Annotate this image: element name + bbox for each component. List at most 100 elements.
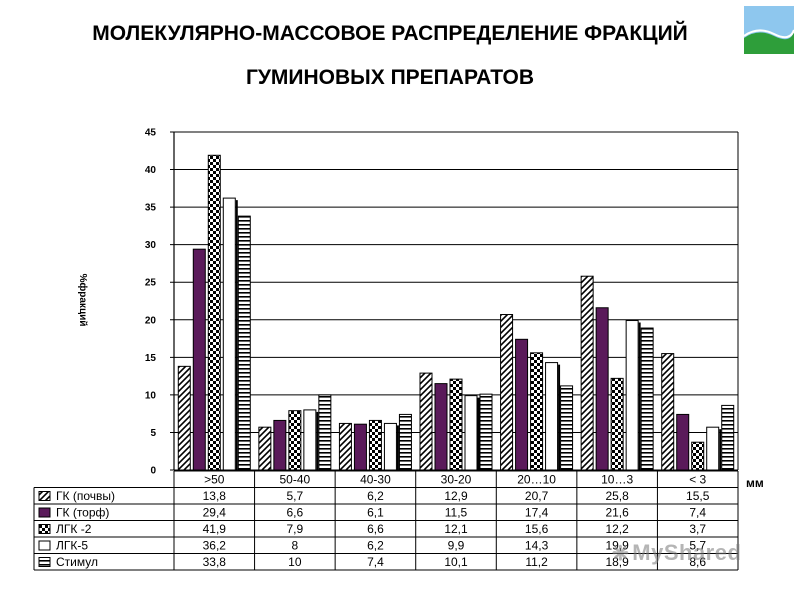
data-label: 5,7 xyxy=(689,539,706,553)
data-label: 6,2 xyxy=(367,539,384,553)
axis-layer: 0 5 10 15 20 25 30 35 40 45 xyxy=(145,128,739,477)
data-label: 7,9 xyxy=(287,522,304,536)
data-label: 7,4 xyxy=(689,506,706,520)
data-label: 8,6 xyxy=(689,555,706,569)
bars-layer xyxy=(177,154,735,471)
y-tick-label: 30 xyxy=(145,240,157,251)
bar xyxy=(398,413,412,471)
bar xyxy=(706,426,720,471)
data-label: 33,8 xyxy=(203,555,227,569)
bar xyxy=(721,404,735,471)
data-label: 36,2 xyxy=(203,539,227,553)
x-tick-label: 50-40 xyxy=(280,473,311,487)
bar xyxy=(368,419,382,471)
bar xyxy=(383,422,397,471)
data-label: 11,5 xyxy=(445,506,468,520)
bar xyxy=(530,352,544,471)
legend-swatch xyxy=(38,507,51,518)
data-label: 8 xyxy=(292,539,299,553)
data-label: 15,6 xyxy=(525,522,549,536)
bar xyxy=(353,423,367,471)
legend-label: Стимул xyxy=(56,555,98,569)
data-label: 12,1 xyxy=(444,522,468,536)
bar xyxy=(640,327,654,471)
data-label: 29,4 xyxy=(203,506,227,520)
y-tick-label: 5 xyxy=(150,428,156,439)
data-label: 14,3 xyxy=(525,539,549,553)
bar xyxy=(515,338,529,471)
data-label: 6,6 xyxy=(287,506,304,520)
legend-swatch xyxy=(38,540,51,551)
bar xyxy=(449,378,463,471)
x-axis-unit: мм xyxy=(746,476,764,490)
bar xyxy=(273,419,287,471)
x-tick-label: 40-30 xyxy=(360,473,391,487)
y-tick-label: 45 xyxy=(145,128,157,139)
legend-label: ГК (торф) xyxy=(56,506,109,520)
data-label: 21,6 xyxy=(605,506,629,520)
data-label: 9,9 xyxy=(448,539,465,553)
data-label: 3,7 xyxy=(689,522,706,536)
x-tick-label: 20…10 xyxy=(517,473,556,487)
data-label: 15,5 xyxy=(686,489,710,503)
data-label: 19,9 xyxy=(605,539,629,553)
data-table: >50 50-40 40-30 30-20 20…10 10…3 < 3 ГК (почвы)… xyxy=(33,470,739,571)
data-label: 6,2 xyxy=(367,489,384,503)
legend-swatch xyxy=(38,491,51,501)
logo-horizon xyxy=(744,29,794,39)
bar xyxy=(318,394,332,471)
y-tick-label: 0 xyxy=(150,466,156,477)
bar xyxy=(434,383,448,471)
watermark-text: MyShared xyxy=(632,540,742,565)
bar xyxy=(207,154,221,471)
bar xyxy=(303,409,317,471)
bar xyxy=(288,410,302,471)
bar xyxy=(661,353,675,471)
x-tick-label: < 3 xyxy=(689,473,706,487)
y-tick-label: 15 xyxy=(145,353,157,364)
data-label: 13,8 xyxy=(203,489,227,503)
bar xyxy=(691,441,705,471)
watermark-icon: ❋ xyxy=(612,543,630,565)
bar xyxy=(500,314,514,471)
bar xyxy=(192,248,206,471)
legend-label: ЛГК-5 xyxy=(56,539,88,553)
legend-label: ГК (почвы) xyxy=(56,489,115,503)
bar xyxy=(177,365,191,471)
y-axis-label: %фракций xyxy=(77,274,89,327)
bar xyxy=(580,275,594,471)
x-tick-label: 10…3 xyxy=(601,473,633,487)
data-label: 12,2 xyxy=(605,522,629,536)
y-tick-label: 25 xyxy=(145,278,157,289)
y-tick-label: 10 xyxy=(145,390,157,401)
data-label: 18,9 xyxy=(605,555,629,569)
chart-title-line-1: МОЛЕКУЛЯРНО-МАССОВОЕ РАСПРЕДЕЛЕНИЕ ФРАКЦ… xyxy=(92,22,688,45)
bar xyxy=(419,372,433,471)
landscape-logo-icon xyxy=(744,6,794,54)
data-label: 5,7 xyxy=(287,489,304,503)
bar xyxy=(610,377,624,471)
bar xyxy=(595,307,609,471)
y-tick-label: 35 xyxy=(145,203,157,214)
bar xyxy=(258,426,272,471)
legend-label: ЛГК -2 xyxy=(56,522,92,536)
watermark: ❋ MyShared xyxy=(612,540,741,566)
data-label: 6,6 xyxy=(367,522,384,536)
bar xyxy=(676,413,690,471)
y-tick-label: 20 xyxy=(145,315,157,326)
data-label: 25,8 xyxy=(605,489,629,503)
bar xyxy=(479,393,493,471)
x-tick-label: 30-20 xyxy=(441,473,472,487)
data-label: 10 xyxy=(288,555,302,569)
bar xyxy=(560,385,574,471)
legend-swatch xyxy=(38,557,51,567)
bar xyxy=(237,215,251,471)
data-label: 41,9 xyxy=(203,522,227,536)
logo-grass xyxy=(744,32,794,54)
x-tick-label: >50 xyxy=(204,473,225,487)
data-label: 12,9 xyxy=(444,489,468,503)
bar xyxy=(545,362,559,471)
y-tick-label: 40 xyxy=(145,165,157,176)
bar xyxy=(625,320,639,471)
